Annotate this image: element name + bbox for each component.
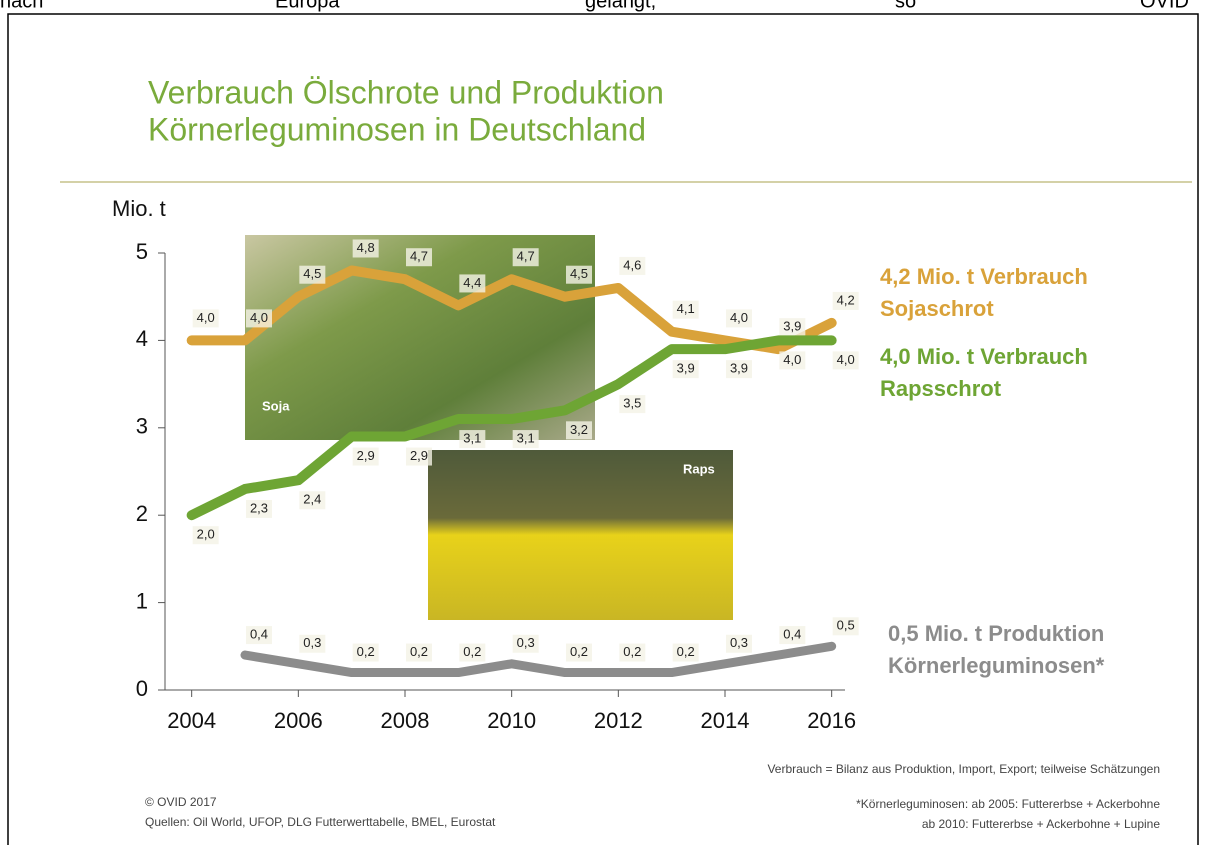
x-tick-label: 2012 [594,708,643,733]
y-tick-label: 1 [136,588,148,613]
value-label: 4,4 [463,275,481,290]
page-fragment: nach [0,0,43,12]
y-tick-label: 2 [136,501,148,526]
value-label: 3,9 [783,319,801,334]
y-tick-label: 3 [136,414,148,439]
value-label: 0,2 [570,644,588,659]
page: {"page_fragment": ["nach", "Europa", "ge… [0,0,1206,845]
value-label: 4,0 [250,310,268,325]
value-label: 4,0 [837,352,855,367]
value-label: 0,5 [837,618,855,633]
value-label: 2,0 [197,527,215,542]
chart: nach Europa gelangt, so OVID Soja Raps Verbr… [0,0,1206,845]
footnote: ab 2010: Futtererbse + Ackerbohne + Lupi… [922,817,1160,831]
x-tick-label: 2010 [487,708,536,733]
footnote: *Körnerleguminosen: ab 2005: Futtererbse… [856,797,1160,811]
value-label: 2,9 [410,448,428,463]
legend-label: Sojaschrot [880,296,994,321]
value-label: 0,2 [410,644,428,659]
y-axis-label: Mio. t [112,196,166,221]
value-label: 2,9 [357,448,375,463]
value-label: 4,0 [783,352,801,367]
value-label: 0,2 [623,644,641,659]
value-label: 4,6 [623,257,641,272]
value-label: 3,1 [517,430,535,445]
value-label: 3,1 [463,430,481,445]
value-label: 0,3 [730,635,748,650]
x-tick-label: 2008 [381,708,430,733]
y-tick-label: 0 [136,676,148,701]
value-label: 4,0 [197,310,215,325]
value-label: 4,0 [730,310,748,325]
page-fragment: OVID [1140,0,1189,12]
x-tick-label: 2016 [807,708,856,733]
value-label: 2,3 [250,500,268,515]
legend-label: Rapsschrot [880,376,1002,401]
value-label: 3,9 [677,361,695,376]
value-label: 0,4 [783,626,801,641]
chart-title: Verbrauch Ölschrote und Produktion [148,74,664,110]
y-tick-label: 4 [136,326,148,351]
x-tick-label: 2014 [701,708,750,733]
x-tick-label: 2004 [167,708,216,733]
value-label: 0,2 [463,644,481,659]
value-label: 3,9 [730,361,748,376]
value-label: 0,3 [517,635,535,650]
value-label: 3,5 [623,396,641,411]
value-label: 4,5 [303,266,321,281]
page-fragment: gelangt, [585,0,656,12]
value-label: 4,8 [357,240,375,255]
value-label: 0,2 [357,644,375,659]
page-fragment: Europa [275,0,340,12]
value-label: 4,5 [570,266,588,281]
value-label: 0,2 [677,644,695,659]
photo-label: Soja [262,398,290,413]
value-label: 2,4 [303,492,321,507]
legend-label: Körnerleguminosen* [888,653,1105,678]
value-label: 0,3 [303,635,321,650]
y-tick-label: 5 [136,239,148,264]
photo-label: Raps [683,461,715,476]
chart-title: Körnerleguminosen in Deutschland [148,111,646,147]
x-tick-label: 2006 [274,708,323,733]
value-label: 4,7 [517,249,535,264]
page-fragment: so [895,0,916,12]
value-label: 4,1 [677,301,695,316]
legend-label: 4,0 Mio. t Verbrauch [880,344,1088,369]
legend-label: 4,2 Mio. t Verbrauch [880,264,1088,289]
sources: Quellen: Oil World, UFOP, DLG Futterwert… [145,815,496,829]
value-label: 4,7 [410,249,428,264]
value-label: 4,2 [837,292,855,307]
note: Verbrauch = Bilanz aus Produktion, Impor… [767,762,1160,776]
value-label: 3,2 [570,422,588,437]
copyright: © OVID 2017 [145,795,217,809]
value-label: 0,4 [250,626,268,641]
legend-label: 0,5 Mio. t Produktion [888,621,1104,646]
